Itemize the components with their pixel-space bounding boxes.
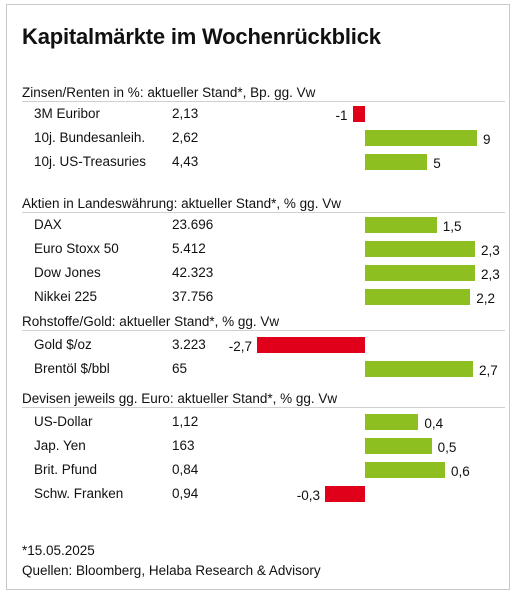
change-label: 0,6 [451, 464, 470, 479]
table-row: DAX 23.696 1,5 [22, 214, 505, 238]
section-3: Rohstoffe/Gold: aktueller Stand*, % gg. … [22, 312, 505, 378]
row-value: 42.323 [172, 265, 214, 280]
section-title: Zinsen/Renten in %: aktueller Stand*, Bp… [22, 85, 316, 100]
change-bar [365, 265, 475, 281]
change-label: 5 [433, 156, 441, 171]
change-label: 0,4 [424, 416, 444, 431]
table-row: US-Dollar 1,12 0,4 [22, 411, 505, 435]
section-title: Rohstoffe/Gold: aktueller Stand*, % gg. … [22, 314, 280, 329]
row-name: 10j. US-Treasuries [34, 154, 147, 169]
footnote-sources: Quellen: Bloomberg, Helaba Research & Ad… [22, 563, 321, 578]
section-divider [22, 101, 505, 102]
change-bar [257, 337, 365, 353]
row-name: US-Dollar [34, 414, 93, 429]
row-name: Schw. Franken [34, 486, 124, 501]
table-row: Brentöl $/bbl 65 2,7 [22, 358, 505, 382]
row-value: 37.756 [172, 289, 214, 304]
change-bar [365, 361, 473, 377]
row-value: 2,13 [172, 106, 199, 121]
table-row: Dow Jones 42.323 2,3 [22, 262, 505, 286]
section-1: Zinsen/Renten in %: aktueller Stand*, Bp… [22, 83, 505, 171]
row-value: 23.696 [172, 217, 214, 232]
change-bar [365, 154, 428, 170]
row-value: 163 [172, 438, 195, 453]
change-bar [365, 217, 437, 233]
row-name: Nikkei 225 [34, 289, 98, 304]
row-name: DAX [34, 217, 62, 232]
change-label: -1 [335, 108, 348, 123]
change-bar [365, 438, 432, 454]
footnote-date: *15.05.2025 [22, 543, 95, 558]
row-value: 65 [172, 361, 188, 376]
table-row: Euro Stoxx 50 5.412 2,3 [22, 238, 505, 262]
change-label: 0,5 [437, 440, 457, 455]
row-name: Brentöl $/bbl [34, 361, 110, 376]
row-name: Jap. Yen [34, 438, 86, 453]
row-name: Euro Stoxx 50 [34, 241, 119, 256]
row-name: Dow Jones [34, 265, 101, 280]
table-row: 3M Euribor 2,13 -1 [22, 103, 505, 127]
change-label: 2,7 [479, 363, 498, 378]
row-name: 3M Euribor [34, 106, 101, 121]
row-value: 0,84 [172, 462, 199, 477]
section-4: Devisen jeweils gg. Euro: aktueller Stan… [22, 389, 505, 503]
change-label: 2,3 [481, 243, 500, 258]
table-row: Brit. Pfund 0,84 0,6 [22, 459, 505, 483]
section-divider [22, 330, 505, 331]
section-2: Aktien in Landeswährung: aktueller Stand… [22, 194, 505, 306]
row-value: 2,62 [172, 130, 199, 145]
section-divider [22, 407, 505, 408]
table-row: Gold $/oz 3.223 -2,7 [22, 334, 505, 358]
change-bar [365, 241, 475, 257]
table-row: Jap. Yen 163 0,5 [22, 435, 505, 459]
chart-frame [6, 4, 510, 590]
section-title: Devisen jeweils gg. Euro: aktueller Stan… [22, 391, 338, 406]
change-label: 9 [483, 132, 491, 147]
row-name: Brit. Pfund [34, 462, 98, 477]
change-bar [365, 289, 471, 305]
chart-title: Kapitalmärkte im Wochenrückblick [22, 24, 381, 49]
change-label: 2,2 [476, 291, 495, 306]
row-value: 4,43 [172, 154, 199, 169]
row-name: Gold $/oz [34, 337, 92, 352]
change-bar [365, 130, 477, 146]
section-title: Aktien in Landeswährung: aktueller Stand… [22, 196, 341, 211]
table-row: Schw. Franken 0,94 -0,3 [22, 483, 505, 507]
row-value: 1,12 [172, 414, 199, 429]
section-divider [22, 212, 505, 213]
row-value: 3.223 [172, 337, 206, 352]
change-label: -2,7 [228, 339, 252, 354]
change-label: 2,3 [481, 267, 500, 282]
change-label: 1,5 [442, 219, 462, 234]
change-label: -0,3 [296, 488, 320, 503]
row-name: 10j. Bundesanleih. [34, 130, 146, 145]
table-row: 10j. Bundesanleih. 2,62 9 [22, 127, 505, 151]
change-bar [365, 462, 445, 478]
change-bar [325, 486, 365, 502]
table-row: 10j. US-Treasuries 4,43 5 [22, 151, 505, 175]
row-value: 0,94 [172, 486, 199, 501]
change-bar [352, 106, 365, 122]
row-value: 5.412 [172, 241, 206, 256]
table-row: Nikkei 225 37.756 2,2 [22, 286, 505, 310]
change-bar [365, 414, 419, 430]
